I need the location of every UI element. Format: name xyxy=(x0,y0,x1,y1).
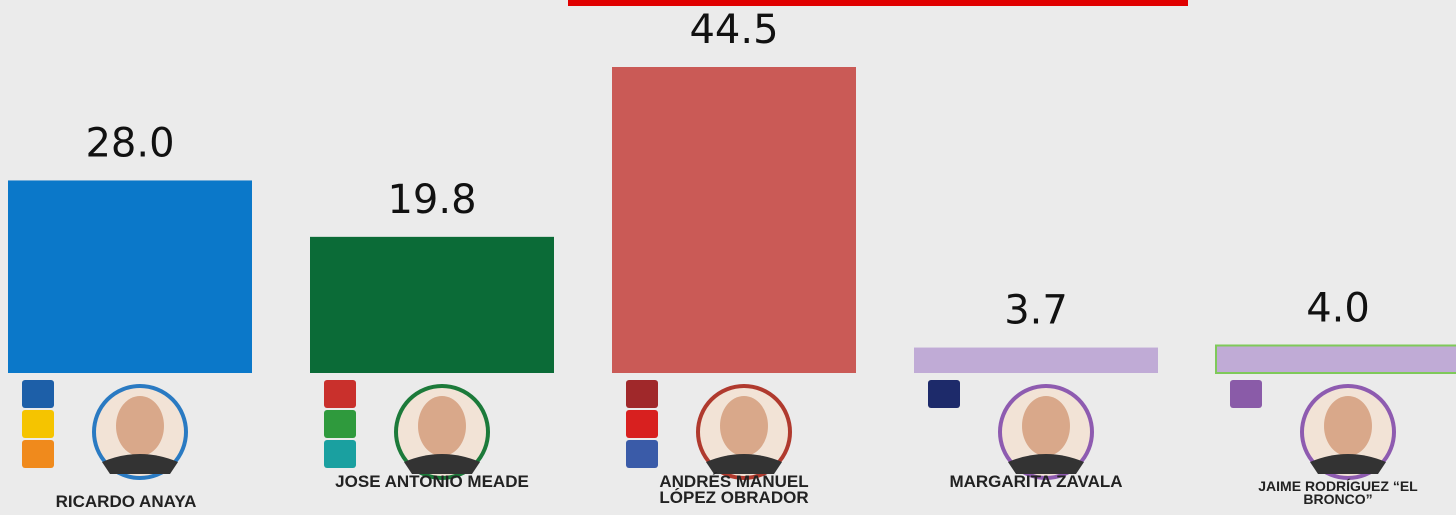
party-logo xyxy=(1230,380,1262,408)
candidate-suit xyxy=(1310,454,1386,474)
value-label: 28.0 xyxy=(85,120,174,166)
candidate-face xyxy=(1324,396,1372,456)
value-label: 4.0 xyxy=(1306,285,1370,331)
candidate-suit xyxy=(102,454,178,474)
party-logo xyxy=(324,380,356,408)
candidate-face xyxy=(720,396,768,456)
header-rule xyxy=(568,0,1188,6)
candidate-name: MARGARITA ZAVALA xyxy=(949,472,1123,491)
party-logo xyxy=(324,440,356,468)
candidate-face xyxy=(418,396,466,456)
value-label: 19.8 xyxy=(387,177,476,223)
candidate-name: JAIME RODRÍGUEZ “EL BRONCO” xyxy=(1258,478,1418,507)
candidate-name: RICARDO ANAYA xyxy=(55,492,197,511)
party-logo xyxy=(22,380,54,408)
party-logo xyxy=(626,440,658,468)
candidate-suit xyxy=(706,454,782,474)
bar xyxy=(914,347,1158,373)
bar xyxy=(1215,344,1456,375)
candidate-name: JOSE ANTONIO MEADE xyxy=(335,472,529,491)
candidate-suit xyxy=(404,454,480,474)
party-logo xyxy=(928,380,960,408)
value-label: 3.7 xyxy=(1004,288,1068,334)
bar xyxy=(8,180,252,373)
candidate-face xyxy=(1022,396,1070,456)
candidate-suit xyxy=(1008,454,1084,474)
value-label: 44.5 xyxy=(689,7,778,53)
candidate-face xyxy=(116,396,164,456)
bar xyxy=(612,67,856,373)
candidate-name: ANDRÉS MANUEL LÓPEZ OBRADOR xyxy=(659,472,809,507)
bar xyxy=(310,236,554,373)
party-logo xyxy=(626,380,658,408)
party-logo xyxy=(324,410,356,438)
party-logo xyxy=(22,410,54,438)
party-logo xyxy=(22,440,54,468)
party-logo xyxy=(626,410,658,438)
